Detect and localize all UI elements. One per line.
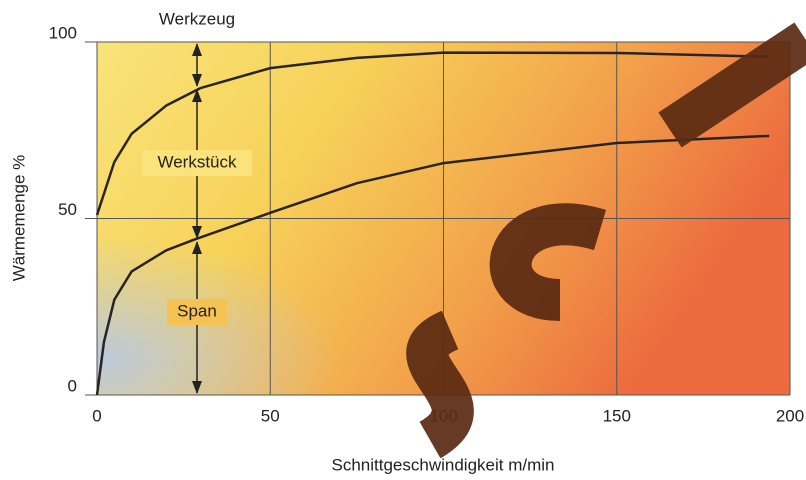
arrow-head <box>192 43 202 56</box>
x-axis-label: Schnittgeschwindigkeit m/min <box>332 455 555 474</box>
line <box>95 134 770 396</box>
x-tick-label: 200 <box>776 406 804 425</box>
annotation: Span <box>177 301 217 320</box>
x-tick-label: 50 <box>261 406 280 425</box>
annotation: Werkstück <box>157 152 237 171</box>
annotation-bg <box>142 150 252 176</box>
arrow-head <box>192 226 202 239</box>
line <box>95 51 770 216</box>
y-tick-label: 50 <box>58 200 77 219</box>
x-tick-label: 150 <box>603 406 631 425</box>
arrow-head <box>192 241 202 254</box>
arrow-head <box>192 381 202 394</box>
arrow-head <box>192 89 202 102</box>
x-tick-label: 0 <box>92 406 101 425</box>
y-tick-label: 0 <box>68 376 77 395</box>
annotation: Werkzeug <box>159 9 235 28</box>
annotation-bg <box>167 299 227 325</box>
y-axis-label: Wärmemenge % <box>9 155 28 282</box>
arrow-head <box>192 74 202 87</box>
watermark <box>406 22 806 459</box>
y-tick-label: 100 <box>49 23 77 42</box>
